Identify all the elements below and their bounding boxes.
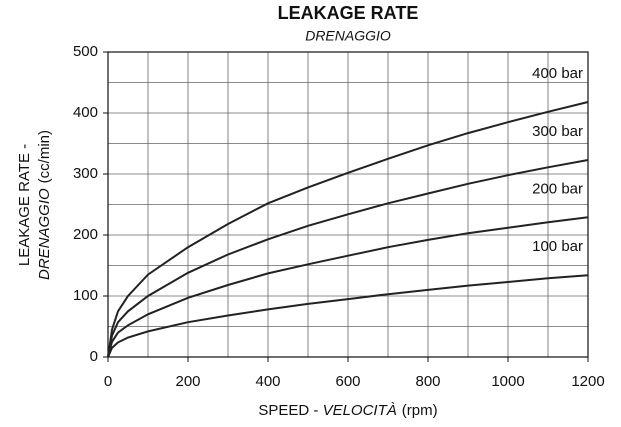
- series-line: [107, 274, 589, 358]
- y-label-italic: DRENAGGIO: [36, 188, 53, 280]
- y-tick-label: 0: [90, 348, 98, 365]
- y-tick-label: 200: [73, 226, 98, 243]
- y-label-line2: DRENAGGIO (cc/min): [36, 130, 53, 280]
- x-tick-label: 200: [175, 373, 200, 390]
- x-tick-label: 1200: [571, 373, 604, 390]
- x-label-unit: (rpm): [402, 402, 438, 419]
- chart-title: LEAKAGE RATE: [278, 3, 419, 23]
- series-label: 200 bar: [532, 180, 583, 197]
- series-label: 300 bar: [532, 123, 583, 140]
- plot-frame: [107, 51, 589, 358]
- x-tick-label: 0: [104, 373, 112, 390]
- series-line: [107, 159, 589, 358]
- y-axis-label: LEAKAGE RATE - DRENAGGIO (cc/min): [16, 130, 53, 280]
- x-label-plain: SPEED -: [258, 402, 322, 419]
- x-axis-label: SPEED - VELOCITÀ (rpm): [258, 402, 437, 419]
- chart-subtitle: DRENAGGIO: [305, 28, 391, 44]
- series-line: [107, 216, 589, 358]
- y-label-line1: LEAKAGE RATE -: [16, 144, 33, 266]
- y-tick-label: 400: [73, 104, 98, 121]
- y-tick-label: 500: [73, 43, 98, 60]
- series-label: 100 bar: [532, 238, 583, 255]
- x-tick-label: 600: [335, 373, 360, 390]
- series-line: [107, 101, 589, 358]
- x-tick-label: 800: [415, 373, 440, 390]
- series-label: 400 bar: [532, 65, 583, 82]
- y-tick-label: 100: [73, 287, 98, 304]
- y-label-unit: (cc/min): [36, 130, 53, 183]
- y-tick-label: 300: [73, 165, 98, 182]
- x-label-italic: VELOCITÀ: [323, 402, 397, 419]
- x-tick-label: 400: [255, 373, 280, 390]
- x-tick-label: 1000: [491, 373, 524, 390]
